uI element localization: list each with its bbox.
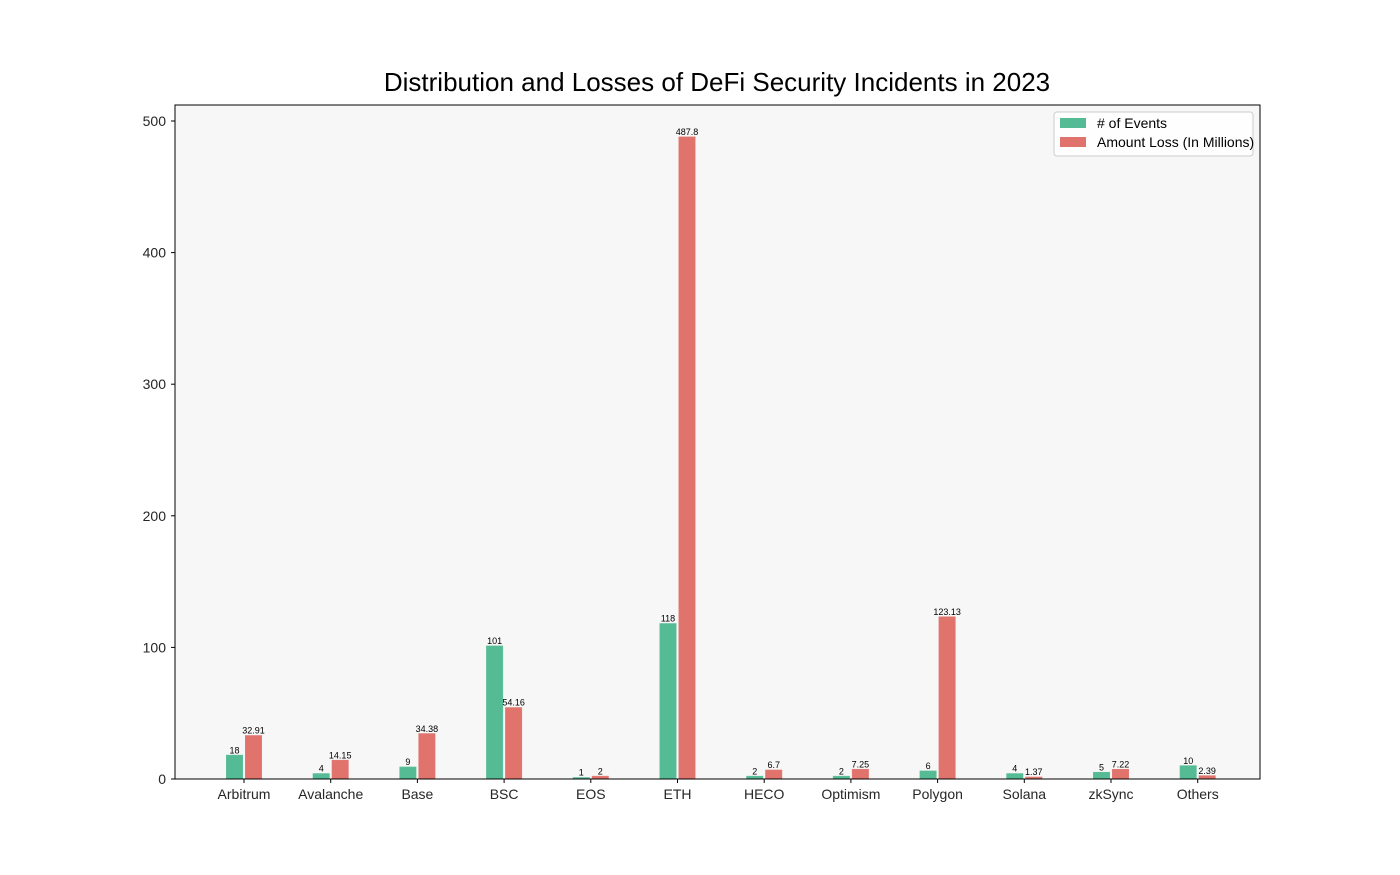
bar-loss-avalanche: [331, 759, 349, 780]
bar-loss-base: [418, 733, 436, 780]
x-tick-label-eth: ETH: [664, 786, 692, 802]
x-tick-label-eos: EOS: [576, 786, 606, 802]
y-tick-label-100: 100: [143, 639, 167, 655]
x-tick-label-polygon: Polygon: [912, 786, 963, 802]
y-tick-label-0: 0: [158, 771, 166, 787]
x-tick-label-optimism: Optimism: [821, 786, 880, 802]
data-label-loss-zksync: 7.22: [1112, 759, 1130, 769]
data-label-events-zksync: 5: [1099, 762, 1104, 772]
bar-events-base: [399, 766, 417, 780]
data-label-events-heco: 2: [752, 766, 757, 776]
y-tick-label-500: 500: [143, 113, 167, 129]
legend: # of Events Amount Loss (In Millions): [1053, 111, 1254, 157]
data-label-events-arbitrum: 18: [229, 745, 239, 755]
bar-events-eth: [659, 623, 677, 780]
plot-area: [175, 105, 1260, 779]
data-label-loss-polygon: 123.13: [933, 607, 961, 617]
bar-loss-polygon: [938, 616, 956, 780]
legend-label-loss: Amount Loss (In Millions): [1097, 134, 1254, 150]
x-tick-label-arbitrum: Arbitrum: [218, 786, 271, 802]
data-label-events-avalanche: 4: [319, 764, 324, 774]
bar-events-bsc: [486, 645, 504, 780]
data-label-loss-eos: 2: [598, 766, 603, 776]
x-tick-label-solana: Solana: [1003, 786, 1047, 802]
data-label-events-polygon: 6: [926, 761, 931, 771]
x-tick-label-zksync: zkSync: [1088, 786, 1133, 802]
data-label-loss-optimism: 7.25: [852, 759, 870, 769]
y-tick-label-400: 400: [143, 245, 167, 261]
bar-loss-heco: [765, 769, 783, 780]
plot-frame: [174, 104, 1261, 780]
bar-events-avalanche: [312, 773, 330, 780]
bar-events-arbitrum: [226, 754, 243, 780]
data-label-loss-avalanche: 14.15: [329, 750, 352, 760]
y-tick-label-300: 300: [143, 376, 167, 392]
x-tick-label-base: Base: [401, 786, 433, 802]
data-label-events-eth: 118: [661, 614, 675, 624]
data-label-loss-others: 2.39: [1198, 766, 1216, 776]
data-label-loss-arbitrum: 32.91: [242, 726, 265, 736]
bar-events-polygon: [919, 770, 937, 780]
data-label-events-others: 10: [1183, 756, 1193, 766]
data-label-events-base: 9: [405, 757, 410, 767]
legend-box: [1053, 111, 1254, 157]
bar-events-zksync: [1093, 771, 1110, 780]
bar-events-solana: [1006, 773, 1024, 780]
bar-loss-optimism: [851, 768, 869, 780]
y-tick-label-200: 200: [143, 508, 167, 524]
x-tick-label-bsc: BSC: [490, 786, 519, 802]
bar-loss-zksync: [1112, 768, 1129, 780]
data-label-events-bsc: 101: [487, 636, 502, 646]
x-axis: Arbitrum Avalanche Base BSC EOS ETH HECO Optimi…: [218, 779, 1219, 802]
x-tick-label-avalanche: Avalanche: [298, 786, 363, 802]
data-label-loss-bsc: 54.16: [502, 698, 525, 708]
x-tick-label-others: Others: [1177, 786, 1219, 802]
data-label-events-optimism: 2: [839, 766, 844, 776]
bar-loss-eth: [678, 136, 696, 780]
data-label-events-solana: 4: [1012, 764, 1017, 774]
data-label-loss-eth: 487.8: [676, 127, 699, 137]
data-label-events-eos: 1: [579, 768, 584, 778]
legend-swatch-events: [1060, 118, 1086, 128]
data-label-loss-base: 34.38: [416, 724, 439, 734]
legend-swatch-loss: [1060, 137, 1086, 147]
bar-loss-arbitrum: [245, 735, 262, 780]
y-axis: 0 100 200 300 400 500: [143, 113, 175, 787]
legend-label-events: # of Events: [1097, 115, 1167, 131]
data-label-loss-heco: 6.7: [767, 760, 780, 770]
x-tick-label-heco: HECO: [744, 786, 785, 802]
bar-events-others: [1179, 765, 1197, 780]
chart-title: Distribution and Losses of DeFi Security…: [384, 67, 1050, 97]
bar-loss-bsc: [505, 707, 523, 780]
data-label-loss-solana: 1.37: [1025, 767, 1043, 777]
